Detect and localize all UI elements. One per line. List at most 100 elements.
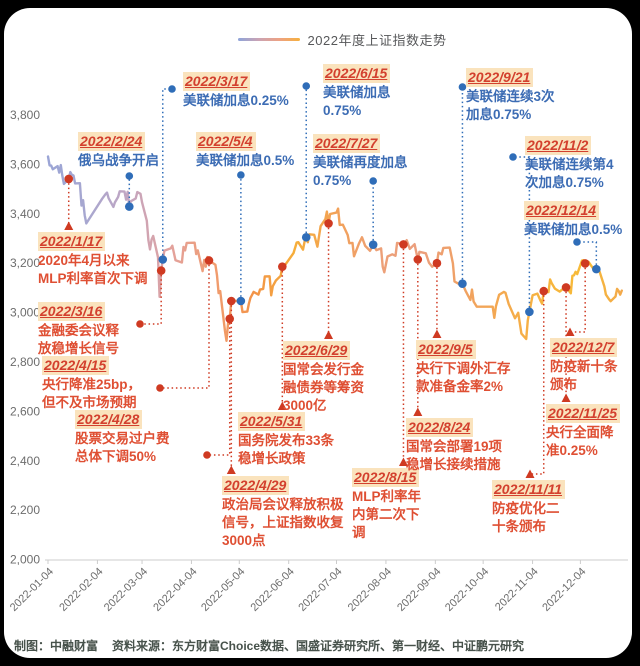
- event-annotation: 2022/11/11 防疫优化二 十条颁布: [492, 480, 565, 536]
- x-axis-label: 2022-01-04: [8, 566, 56, 614]
- connector-dot: [136, 320, 144, 328]
- event-description: 美联储加息0.5%: [524, 222, 623, 237]
- y-axis-label: 3,000: [10, 306, 40, 320]
- event-description: 央行下调外汇存 款准备金率2%: [416, 361, 511, 394]
- event-marker-fed: [124, 202, 134, 211]
- event-description: MLP利率年 内第二次下调: [352, 489, 421, 540]
- event-annotation: 2022/4/15 央行降准25bp， 但不及市场预期: [42, 356, 141, 412]
- connector-line: [570, 263, 586, 333]
- event-description: 美联储加息 0.75%: [323, 85, 391, 118]
- event-date: 2022/9/5: [416, 340, 476, 359]
- event-description: 美联储连续3次 加息0.75%: [466, 89, 555, 122]
- connector-dot: [203, 451, 211, 459]
- event-date: 2022/4/28: [75, 410, 143, 429]
- x-axis-label: 2022-10-04: [443, 566, 491, 614]
- event-marker-fed: [525, 307, 534, 317]
- event-annotation: 2022/6/15 美联储加息 0.75%: [323, 64, 391, 120]
- event-marker-fed: [592, 264, 601, 274]
- event-description: 俄乌战争开启: [78, 153, 159, 168]
- event-description: 央行全面降 准0.25%: [546, 425, 614, 458]
- event-marker-fed: [301, 232, 311, 242]
- connector-dot: [156, 384, 164, 392]
- event-annotation: 2022/5/31 国务院发布33条 稳增长政策: [238, 412, 334, 468]
- event-annotation: 2022/11/2 美联储连续第4 次加息0.75%: [525, 136, 614, 192]
- x-axis-label: 2022-03-04: [102, 566, 150, 614]
- connector-line: [160, 260, 210, 389]
- event-marker-fed: [236, 296, 246, 306]
- connector-arrow: [565, 327, 575, 336]
- event-marker-fed: [458, 279, 467, 289]
- connector-line: [207, 318, 231, 456]
- credit-label: 制图：中融财富: [14, 639, 99, 653]
- event-date: 2022/5/31: [238, 412, 306, 431]
- event-annotation: 2022/9/5 央行下调外汇存 款准备金率2%: [416, 340, 511, 396]
- event-annotation: 2022/9/21 美联储连续3次 加息0.75%: [466, 68, 555, 124]
- connector-dot: [509, 153, 517, 161]
- event-annotation: 2022/5/4 美联储加息0.5%: [196, 132, 294, 170]
- event-description: 国常会发行金 融债券等筹资 3000亿: [283, 362, 364, 413]
- y-axis-label: 2,400: [10, 454, 40, 468]
- y-axis-label: 2,000: [10, 553, 40, 567]
- event-description: 央行降准25bp， 但不及市场预期: [42, 377, 142, 410]
- event-marker-domestic: [225, 314, 235, 324]
- connector-line: [140, 270, 162, 325]
- event-annotation: 2022/3/16 金融委会议释 放稳增长信号: [38, 302, 119, 358]
- event-date: 2022/11/25: [546, 404, 621, 423]
- event-annotation: 2022/12/7 防疫新十条 颁布: [550, 338, 618, 394]
- event-annotation: 2022/2/24 俄乌战争开启: [78, 132, 159, 170]
- event-date: 2022/6/29: [283, 341, 351, 360]
- event-date: 2022/11/11: [492, 480, 565, 499]
- x-axis-label: 2022-02-04: [57, 566, 105, 614]
- event-date: 2022/11/2: [525, 136, 592, 155]
- event-annotation: 2022/1/17 2020年4月以来 MLP利率首次下调: [38, 232, 148, 288]
- event-date: 2022/5/4: [196, 132, 256, 151]
- y-axis-label: 2,200: [10, 503, 40, 517]
- event-description: 国务院发布33条 稳增长政策: [238, 433, 335, 466]
- event-marker-domestic: [580, 259, 590, 268]
- connector-arrow: [432, 329, 442, 338]
- event-date: 2022/12/14: [524, 201, 600, 220]
- y-axis-label: 2,600: [10, 404, 40, 418]
- event-date: 2022/2/24: [78, 132, 146, 151]
- event-date: 2022/6/15: [323, 64, 391, 83]
- event-annotation: 2022/6/29 国常会发行金 融债券等筹资 3000亿: [283, 341, 364, 415]
- event-description: 美联储连续第4 次加息0.75%: [525, 157, 614, 190]
- connector-line: [530, 291, 545, 475]
- event-description: 防疫新十条 颁布: [550, 359, 618, 392]
- event-description: 国常会部署19项 稳增长接续措施: [406, 439, 503, 472]
- event-date: 2022/12/7: [550, 338, 618, 357]
- event-description: 股票交易过户费 总体下调50%: [75, 431, 170, 464]
- connector-arrow: [226, 465, 236, 474]
- connector-arrow: [525, 469, 535, 478]
- event-date: 2022/4/15: [42, 356, 110, 375]
- event-description: 政治局会议释放积极 信号，上证指数收复 3000点: [222, 497, 344, 548]
- event-marker-domestic: [324, 219, 333, 228]
- price-line: [46, 155, 623, 342]
- event-description: 美联储加息0.25%: [183, 93, 289, 108]
- event-annotation: 2022/8/15 MLP利率年 内第二次下调: [352, 468, 421, 542]
- event-annotation: 2022/3/17 美联储加息0.25%: [183, 72, 289, 110]
- connector-dot: [369, 177, 377, 185]
- event-date: 2022/9/21: [466, 68, 534, 87]
- event-annotation: 2022/4/29 政治局会议释放积极 信号，上证指数收复 3000点: [222, 476, 344, 550]
- event-marker-domestic: [64, 174, 74, 184]
- y-axis-label: 2,800: [10, 355, 40, 369]
- event-marker-domestic: [399, 240, 408, 249]
- event-marker-domestic: [413, 255, 423, 264]
- event-annotation: 2022/11/25 央行全面降 准0.25%: [546, 404, 630, 460]
- connector-line: [513, 156, 531, 312]
- event-description: 美联储加息0.5%: [196, 153, 295, 168]
- connector-dot: [302, 82, 311, 90]
- event-description: 金融委会议释 放稳增长信号: [38, 323, 119, 356]
- connector-dot: [168, 85, 176, 93]
- event-description: 2020年4月以来 MLP利率首次下调: [38, 253, 148, 286]
- x-axis-label: 2022-11-04: [493, 566, 541, 614]
- event-date: 2022/7/27: [313, 134, 381, 153]
- y-axis-label: 3,800: [10, 108, 40, 122]
- event-date: 2022/1/17: [38, 232, 106, 251]
- event-description: 美联储再度加息 0.75%: [313, 155, 408, 188]
- connector-arrow: [398, 457, 408, 466]
- connector-arrow: [413, 407, 423, 416]
- event-marker-domestic: [432, 258, 442, 268]
